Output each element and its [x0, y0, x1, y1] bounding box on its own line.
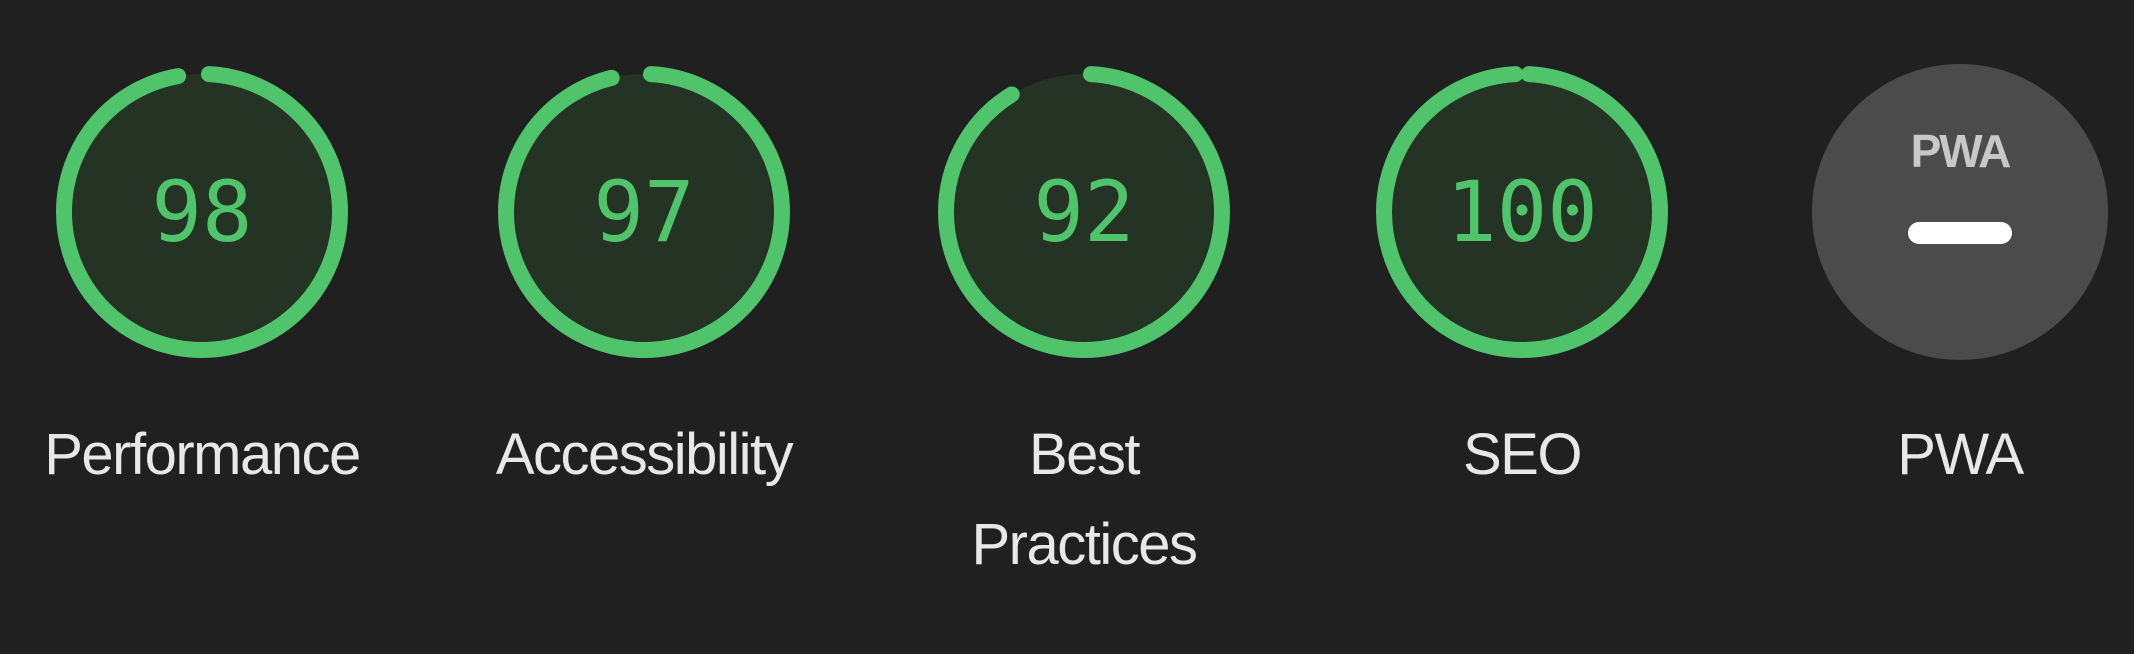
gauge-performance[interactable]: 98 Performance [0, 0, 422, 654]
category-label: Performance [44, 422, 361, 487]
pwa-logo-icon: PWA [1910, 125, 2012, 177]
gauge-fill [64, 74, 340, 350]
score-value: 100 [1446, 163, 1598, 261]
gauge-ring-accessibility [498, 66, 790, 358]
score-arc [498, 66, 790, 358]
gauge-seo[interactable]: 100 SEO [1302, 0, 1742, 654]
pwa-badge: PWA [1812, 64, 2108, 360]
score-value: 92 [1033, 163, 1135, 261]
gauge-best-practices[interactable]: 92 Best Practices [864, 0, 1304, 654]
gauge-fill [946, 74, 1222, 350]
category-label: PWA [1897, 422, 2024, 487]
score-arc [938, 66, 1230, 358]
gauge-fill [506, 74, 782, 350]
category-label: Best Practices [971, 422, 1198, 577]
score-arc [56, 66, 348, 358]
score-value: 98 [151, 163, 253, 261]
gauge-ring-seo [1376, 66, 1668, 358]
gauge-ring-performance [56, 66, 348, 358]
gauge-fill [1384, 74, 1660, 350]
score-arc [1376, 66, 1668, 358]
score-value: 97 [593, 163, 695, 261]
gauge-ring-best-practices [938, 66, 1230, 358]
gauge-pwa[interactable]: PWA PWA [1740, 0, 2134, 654]
gauge-accessibility[interactable]: 97 Accessibility [424, 0, 864, 654]
category-label: Accessibility [495, 422, 794, 487]
category-label: SEO [1463, 422, 1583, 487]
pwa-dash-icon [1908, 222, 2012, 244]
